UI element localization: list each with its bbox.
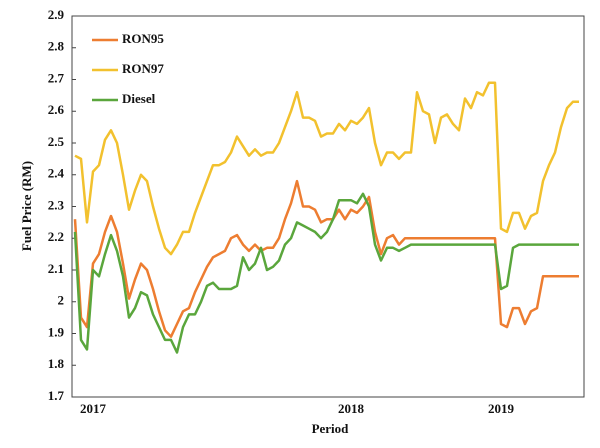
line-series [73, 179, 579, 338]
y-tick-label: 2.5 [48, 134, 65, 149]
x-tick-label: 2018 [338, 401, 365, 416]
y-tick-label: 2 [58, 293, 65, 308]
x-tick-label: 2017 [80, 401, 107, 416]
y-tick-label: 2.1 [48, 261, 64, 276]
y-axis-title: Fuel Price (RM) [19, 161, 34, 251]
x-axis-title: Period [312, 421, 350, 436]
y-tick-label: 2.2 [48, 229, 64, 244]
y-tick-label: 2.7 [48, 70, 65, 85]
y-tick-label: 2.9 [48, 7, 65, 22]
y-tick-label: 1.9 [48, 324, 65, 339]
legend-label: RON95 [122, 31, 164, 46]
line-series [73, 192, 579, 354]
legend-label: RON97 [122, 61, 164, 76]
y-tick-label: 2.3 [48, 197, 65, 212]
y-tick-label: 1.8 [48, 356, 65, 371]
y-tick-label: 1.7 [48, 388, 65, 403]
legend-label: Diesel [122, 91, 156, 106]
y-tick-label: 2.8 [48, 39, 65, 54]
y-tick-label: 2.6 [48, 102, 65, 117]
y-tick-label: 2.4 [48, 166, 65, 181]
x-tick-label: 2019 [488, 401, 515, 416]
line-series [74, 81, 579, 256]
